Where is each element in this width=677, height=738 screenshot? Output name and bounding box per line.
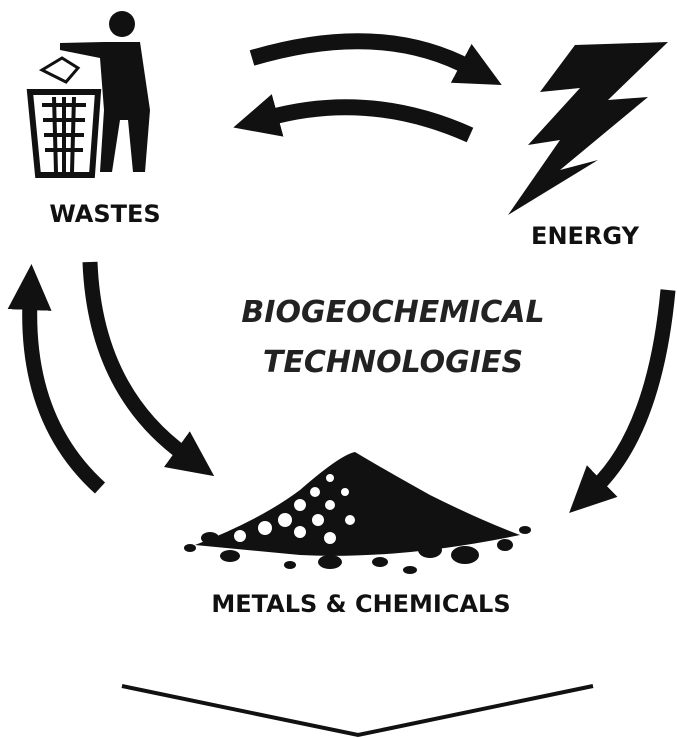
pile-icon [184,452,531,574]
diagram: WASTES ENERGY BIOGEOCHEMICAL TECHNOLOGIE… [0,0,677,738]
lightning-icon [508,42,668,215]
node-label: WASTES [49,200,160,228]
arrow [268,107,470,135]
center-title: TECHNOLOGIES [263,345,523,380]
chevron [122,686,593,735]
arrow [595,290,668,488]
node-label: METALS & CHEMICALS [211,590,510,618]
arrow [30,300,100,488]
arrow [252,41,470,68]
waste-icon [30,11,150,175]
arrow [90,262,185,455]
node-label: ENERGY [531,222,640,250]
center-title: BIOGEOCHEMICAL [241,295,544,330]
